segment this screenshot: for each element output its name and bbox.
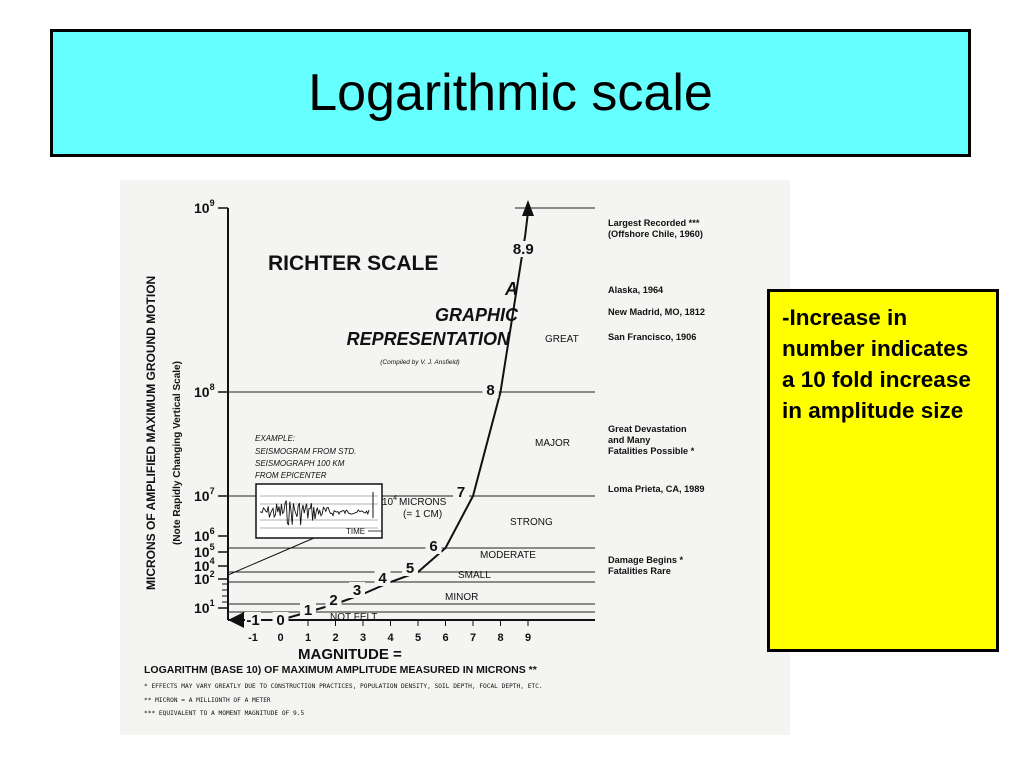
seismogram-trace — [259, 500, 370, 526]
y-tick-label: 107 — [194, 486, 215, 504]
category-label: STRONG — [510, 517, 553, 528]
note-text: -Increase in number indicates a 10 fold … — [782, 305, 971, 423]
curve-label: 7 — [457, 484, 465, 501]
category-label: SMALL — [458, 570, 491, 581]
chart-subheading-2: GRAPHIC — [435, 305, 519, 325]
curve-label: 5 — [406, 560, 414, 577]
event-label: Fatalities Rare — [608, 566, 671, 576]
example-amp-unit: MICRONS — [399, 497, 447, 508]
y-tick-label: 105 — [194, 542, 215, 560]
x-axis-sublabel: LOGARITHM (BASE 10) OF MAXIMUM AMPLITUDE… — [144, 664, 538, 676]
y-tick-label: 104 — [194, 556, 215, 574]
curve-label: 6 — [429, 538, 437, 555]
left-arrowhead — [228, 612, 244, 628]
chart-credit: (Compiled by V. J. Ansfield) — [380, 359, 459, 366]
x-axis-label: MAGNITUDE = — [298, 646, 402, 663]
note-box: -Increase in number indicates a 10 fold … — [767, 289, 999, 652]
event-label: Fatalities Possible * — [608, 446, 695, 456]
example-line-3: SEISMOGRAPH 100 KM — [255, 459, 345, 468]
example-pointer-line — [227, 537, 315, 576]
event-label: Loma Prieta, CA, 1989 — [608, 484, 705, 494]
event-label: San Francisco, 1906 — [608, 332, 696, 342]
slide-title-box: Logarithmic scale — [50, 29, 971, 157]
category-label: MAJOR — [535, 438, 570, 449]
event-label: Alaska, 1964 — [608, 285, 664, 295]
event-label: Damage Begins * — [608, 555, 683, 565]
x-tick-label: 1 — [305, 632, 311, 644]
example-time-label: TIME — [346, 527, 365, 536]
event-label: and Many — [608, 435, 651, 445]
y-axis-label: MICRONS OF AMPLIFIED MAXIMUM GROUND MOTI… — [144, 276, 158, 590]
category-labels: NOT FELT MINOR SMALL MODERATE STRONG MAJOR GRE… — [330, 334, 579, 623]
curve-label: 4 — [378, 570, 387, 587]
curve-label: 1 — [304, 602, 312, 619]
x-tick-label: 9 — [525, 632, 531, 644]
x-tick-label: 7 — [470, 632, 476, 644]
event-label: New Madrid, MO, 1812 — [608, 307, 705, 317]
curve-label: -1 — [246, 612, 259, 629]
curve-arrowhead — [522, 200, 534, 216]
y-tick-label: 109 — [194, 198, 215, 216]
example-amp-base: 10 — [382, 497, 394, 508]
x-tick-label: 8 — [497, 632, 503, 644]
y-tick-label: 106 — [194, 526, 215, 544]
curve-label: 2 — [329, 592, 337, 609]
x-tick-label: 0 — [277, 632, 283, 644]
curve-label: 3 — [353, 582, 361, 599]
example-line-4: FROM EPICENTER — [255, 471, 327, 480]
event-labels: Largest Recorded ***(Offshore Chile, 196… — [608, 218, 705, 576]
curve-label: 0 — [276, 612, 284, 629]
y-axis-sublabel: (Note Rapidly Changing Vertical Scale) — [172, 361, 183, 545]
event-label: Great Devastation — [608, 424, 687, 434]
x-tick-label: 4 — [387, 632, 394, 644]
category-label: MINOR — [445, 592, 478, 603]
y-tick-label: 101 — [194, 598, 215, 616]
example-line-1: EXAMPLE: — [255, 434, 295, 443]
richter-scale-figure: 109 108 107 106 105 104 102 101 -1 0 1 2 3 4 5 6 7 8 9 MI… — [120, 180, 790, 735]
curve-label: 8.9 — [513, 241, 534, 258]
x-tick-label: 6 — [442, 632, 448, 644]
example-amp-equiv: (= 1 CM) — [403, 509, 442, 520]
x-ticks: -1 0 1 2 3 4 5 6 7 8 9 — [248, 620, 531, 644]
chart-subheading-3: REPRESENTATION — [347, 329, 511, 349]
slide-title: Logarithmic scale — [308, 64, 713, 122]
category-label: GREAT — [545, 334, 579, 345]
example-line-2: SEISMOGRAM FROM STD. — [255, 447, 356, 456]
x-tick-label: 2 — [332, 632, 338, 644]
chart-heading: RICHTER SCALE — [268, 252, 438, 275]
footnote-1: * EFFECTS MAY VARY GREATLY DUE TO CONSTR… — [144, 683, 543, 690]
footnote-2: ** MICRON = A MILLIONTH OF A METER — [144, 697, 271, 704]
footnote-3: *** EQUIVALENT TO A MOMENT MAGNITUDE OF … — [144, 710, 304, 717]
x-tick-label: 5 — [415, 632, 421, 644]
example-amp-exp: 4 — [393, 495, 397, 502]
category-label: MODERATE — [480, 550, 536, 561]
event-label: Largest Recorded *** — [608, 218, 700, 228]
example-seismogram: EXAMPLE: SEISMOGRAM FROM STD. SEISMOGRAP… — [227, 434, 447, 576]
x-tick-label: -1 — [248, 632, 258, 644]
event-label: (Offshore Chile, 1960) — [608, 229, 703, 239]
category-label: NOT FELT — [330, 612, 377, 623]
x-tick-label: 3 — [360, 632, 366, 644]
chart-subheading-1: A — [504, 279, 518, 299]
y-tick-label: 108 — [194, 382, 215, 400]
curve-label: 8 — [486, 382, 494, 399]
y-tick-label: 102 — [194, 569, 215, 587]
